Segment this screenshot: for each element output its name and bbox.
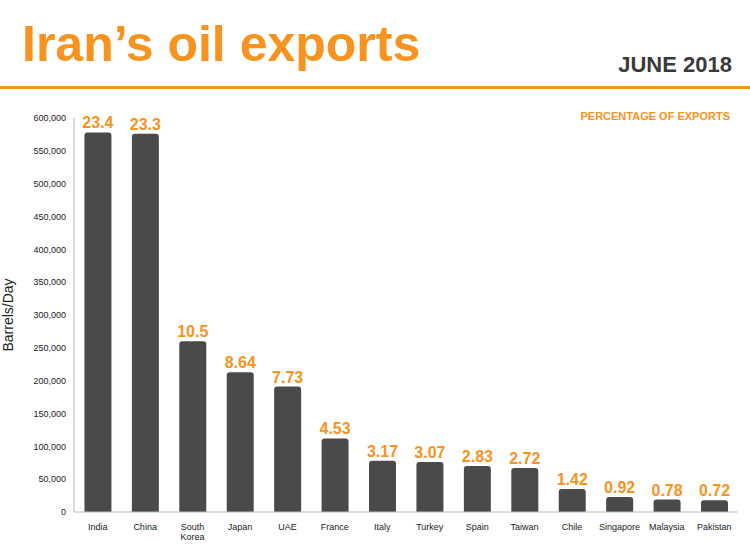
html-text:PERCENTAGE OF EXPORTS: PERCENTAGE OF EXPORTS	[580, 110, 730, 122]
svg-text:200,000: 200,000	[33, 376, 66, 386]
svg-text:100,000: 100,000	[33, 442, 66, 452]
svg-text:500,000: 500,000	[33, 179, 66, 189]
svg-text:50,000: 50,000	[38, 474, 66, 484]
svg-text:250,000: 250,000	[33, 343, 66, 353]
svg-text:SouthKorea: SouthKorea	[181, 522, 205, 542]
svg-text:600,000: 600,000	[33, 113, 66, 123]
svg-text:10.5: 10.5	[177, 323, 208, 340]
svg-text:0.72: 0.72	[699, 482, 730, 499]
svg-text:Taiwan: Taiwan	[511, 522, 539, 532]
svg-text:550,000: 550,000	[33, 146, 66, 156]
html-text:Iran’s oil exports: Iran’s oil exports	[22, 16, 421, 72]
svg-text:Turkey: Turkey	[416, 522, 444, 532]
svg-text:3.07: 3.07	[414, 444, 445, 461]
svg-text:0.92: 0.92	[604, 479, 635, 496]
html-text:JUNE 2018: JUNE 2018	[618, 52, 732, 77]
svg-text:France: France	[321, 522, 349, 532]
svg-text:23.3: 23.3	[130, 116, 161, 133]
svg-text:4.53: 4.53	[320, 420, 351, 437]
svg-text:Italy: Italy	[374, 522, 391, 532]
svg-text:Malaysia: Malaysia	[649, 522, 685, 532]
svg-text:1.42: 1.42	[557, 471, 588, 488]
svg-text:Japan: Japan	[228, 522, 253, 532]
svg-text:350,000: 350,000	[33, 277, 66, 287]
svg-text:2.83: 2.83	[462, 448, 493, 465]
svg-text:China: China	[133, 522, 157, 532]
svg-text:India: India	[88, 522, 108, 532]
svg-text:UAE: UAE	[278, 522, 297, 532]
svg-text:450,000: 450,000	[33, 212, 66, 222]
svg-text:Chile: Chile	[562, 522, 583, 532]
svg-text:Barrels/Day: Barrels/Day	[0, 278, 16, 351]
svg-text:Singapore: Singapore	[599, 522, 640, 532]
svg-text:Pakistan: Pakistan	[697, 522, 732, 532]
svg-text:400,000: 400,000	[33, 245, 66, 255]
svg-text:150,000: 150,000	[33, 409, 66, 419]
svg-text:Spain: Spain	[466, 522, 489, 532]
svg-text:3.17: 3.17	[367, 443, 398, 460]
svg-text:7.73: 7.73	[272, 369, 303, 386]
svg-text:0: 0	[61, 507, 66, 517]
svg-text:0.78: 0.78	[652, 482, 683, 499]
svg-text:8.64: 8.64	[225, 354, 256, 371]
svg-text:300,000: 300,000	[33, 310, 66, 320]
svg-text:23.4: 23.4	[82, 114, 113, 131]
svg-text:2.72: 2.72	[509, 450, 540, 467]
